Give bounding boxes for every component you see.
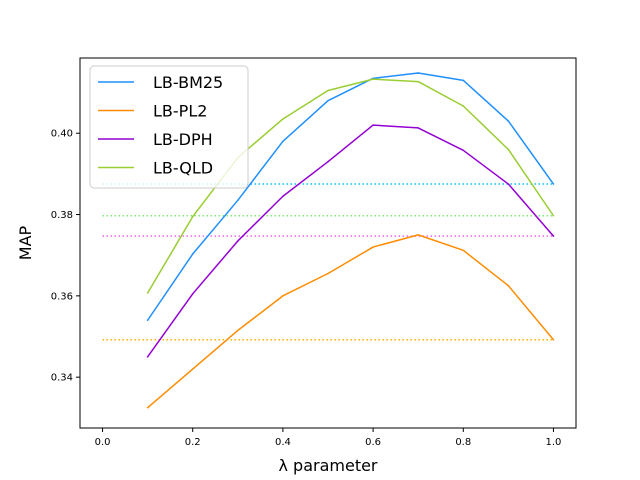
- legend-label-lb-dph: LB-DPH: [153, 130, 213, 149]
- data-point: [552, 235, 555, 237]
- data-point: [327, 272, 329, 275]
- data-point: [282, 295, 284, 297]
- data-point: [282, 140, 284, 143]
- legend-label-lb-pl2: LB-PL2: [153, 102, 207, 121]
- series-line-lb-pl2: [147, 234, 555, 409]
- legend: LB-BM25 LB-PL2 LB-DPH LB-QLD: [89, 65, 249, 189]
- plot-frame: [79, 57, 577, 429]
- data-point: [372, 246, 374, 248]
- y-tick-label: 0.40: [51, 129, 73, 140]
- y-axis-label: MAP: [16, 225, 35, 260]
- data-point: [327, 99, 329, 102]
- data-point: [462, 249, 465, 252]
- series-lb-bm25: [146, 72, 555, 322]
- y-tick-label: 0.38: [51, 210, 73, 221]
- data-point: [282, 195, 284, 198]
- data-point: [237, 240, 239, 242]
- x-tick-label: 0.6: [365, 437, 381, 448]
- data-point: [191, 253, 194, 255]
- legend-label-lb-bm25: LB-BM25: [153, 73, 223, 92]
- x-axis: 0.0 0.2 0.4 0.6 0.8 1.0: [95, 428, 562, 448]
- x-tick-label: 0.8: [455, 437, 471, 448]
- y-tick-label: 0.36: [51, 291, 73, 302]
- legend-label-lb-qld: LB-QLD: [153, 159, 213, 178]
- data-point: [462, 149, 465, 152]
- y-tick-label: 0.34: [51, 373, 73, 384]
- x-tick-label: 0.4: [275, 437, 291, 448]
- data-point: [282, 118, 284, 120]
- series-line-lb-dph: [147, 124, 555, 358]
- data-point: [552, 338, 555, 341]
- data-point: [237, 199, 239, 202]
- data-point: [417, 72, 419, 74]
- data-point: [552, 214, 555, 217]
- data-point: [507, 120, 510, 122]
- data-point: [191, 368, 194, 370]
- data-point: [417, 80, 419, 83]
- data-point: [327, 89, 329, 92]
- data-point: [417, 127, 419, 129]
- data-point: [507, 284, 510, 287]
- y-axis: 0.34 0.36 0.38 0.40: [51, 129, 80, 384]
- series-line-lb-bm25: [147, 72, 555, 321]
- data-point: [507, 183, 510, 185]
- data-point: [146, 319, 149, 322]
- data-point: [191, 215, 194, 218]
- x-tick-label: 0.0: [95, 437, 111, 448]
- data-point: [146, 356, 149, 358]
- x-tick-label: 0.2: [185, 437, 201, 448]
- data-point: [237, 329, 239, 332]
- data-point: [372, 124, 374, 126]
- data-point: [462, 105, 465, 107]
- data-point: [552, 183, 555, 185]
- data-point: [146, 292, 149, 294]
- baselines: [102, 183, 554, 341]
- data-point: [146, 406, 149, 409]
- x-tick-label: 1.0: [546, 437, 562, 448]
- data-point: [417, 234, 419, 236]
- data-point: [507, 148, 510, 151]
- data-point: [327, 160, 329, 163]
- data-point: [191, 293, 194, 295]
- x-axis-label: λ parameter: [278, 456, 377, 475]
- data-point: [462, 79, 465, 82]
- legend-box: [89, 65, 249, 189]
- series-lb-pl2: [146, 234, 555, 409]
- series-lb-dph: [146, 124, 555, 358]
- data-point: [372, 78, 374, 80]
